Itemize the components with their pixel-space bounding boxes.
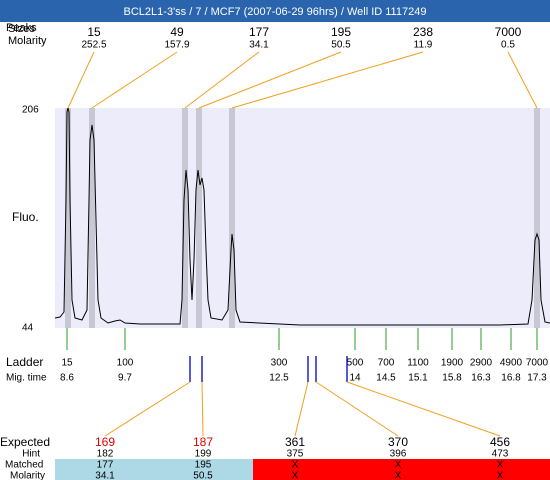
peak-size: 7000 <box>495 25 522 39</box>
hint-size: 375 <box>287 449 304 460</box>
peak-molarity: 50.5 <box>331 40 351 51</box>
expected-molarity-label: Molarity <box>10 471 45 480</box>
matched-size: X <box>292 460 299 471</box>
unmatched-band <box>253 459 550 480</box>
peak-size: 195 <box>331 25 351 39</box>
ladder-mig: 15.1 <box>408 373 428 384</box>
ladder-size: 500 <box>347 358 364 369</box>
hint-size: 473 <box>492 449 509 460</box>
matched-size: 177 <box>97 460 114 471</box>
peak-molarity: 157.9 <box>164 40 189 51</box>
matched-size: X <box>395 460 402 471</box>
ladder-size: 2900 <box>470 358 493 369</box>
peak-size: 49 <box>170 25 184 39</box>
expected-size: 456 <box>490 435 510 449</box>
peaks-label: Peaks <box>6 22 37 34</box>
ladder-size: 1900 <box>441 358 464 369</box>
peak-molarity: 11.9 <box>414 40 433 51</box>
matched-molarity: 34.1 <box>95 471 115 480</box>
peak-band <box>229 108 235 328</box>
ladder-size: 700 <box>378 358 395 369</box>
matched-size: X <box>497 460 504 471</box>
hint-size: 396 <box>390 449 407 460</box>
expected-connector <box>346 381 501 437</box>
peak-connector <box>67 51 95 109</box>
hint-size: 182 <box>97 449 114 460</box>
peak-connector <box>91 51 178 109</box>
hint-label: Hint <box>22 449 40 460</box>
sizes-label: Sizes <box>8 23 35 35</box>
matched-molarity: 50.5 <box>193 471 213 480</box>
peak-connector <box>231 51 424 109</box>
ladder-mig: 14.5 <box>376 373 396 384</box>
peak-band <box>89 108 95 328</box>
ladder-size: 7000 <box>526 358 549 369</box>
ladder-size: 15 <box>61 358 73 369</box>
expected-connector <box>201 381 204 437</box>
molarity-label: Molarity <box>8 35 47 47</box>
title: BCL2L1-3'ss / 7 / MCF7 (2007-06-29 96hrs… <box>124 6 427 18</box>
peak-band <box>65 108 71 328</box>
peak-size: 15 <box>87 25 101 39</box>
peak-band <box>182 108 188 328</box>
peak-connector <box>184 51 260 109</box>
trace <box>54 107 550 326</box>
ladder-mig: 9.7 <box>118 373 132 384</box>
peak-molarity: 0.5 <box>501 40 515 51</box>
matched-band <box>55 459 253 480</box>
peak-connector <box>198 51 342 109</box>
ladder-mig: 15.8 <box>442 373 462 384</box>
expected-connector <box>315 381 399 437</box>
ladder-size: 1100 <box>407 358 429 369</box>
expected-size: 370 <box>388 435 408 449</box>
matched-molarity: X <box>292 471 299 480</box>
y-axis-label: Fluo. <box>12 210 39 224</box>
matched-size: 195 <box>195 460 212 471</box>
matched-molarity: X <box>395 471 402 480</box>
plot-area <box>55 108 550 328</box>
mig-time-label: Mig. time <box>6 373 47 384</box>
expected-connector <box>294 381 309 437</box>
expected-connector <box>104 381 191 437</box>
ladder-size: 300 <box>271 358 288 369</box>
peak-size: 238 <box>413 25 433 39</box>
peak-band <box>534 108 540 328</box>
expected-size: 187 <box>193 435 213 449</box>
peak-band <box>196 108 202 328</box>
y-top-label: 206 <box>22 105 39 116</box>
ladder-label: Ladder <box>6 355 43 369</box>
expected-size: 169 <box>95 435 115 449</box>
peak-molarity: 34.1 <box>249 40 269 51</box>
peak-connector <box>507 51 538 109</box>
expected-size: 361 <box>285 435 305 449</box>
ladder-mig: 14 <box>349 373 361 384</box>
ladder-mig: 8.6 <box>60 373 74 384</box>
hint-size: 199 <box>195 449 212 460</box>
peak-size: 177 <box>249 25 269 39</box>
ladder-mig: 16.8 <box>501 373 521 384</box>
ladder-size: 100 <box>117 358 134 369</box>
ladder-mig: 16.3 <box>471 373 491 384</box>
ladder-mig: 17.3 <box>527 373 547 384</box>
title-bar <box>0 0 550 22</box>
ladder-mig: 12.5 <box>269 373 289 384</box>
y-bottom-label: 44 <box>22 323 34 334</box>
matched-molarity: X <box>497 471 504 480</box>
expected-label: Expected <box>0 435 50 449</box>
peak-molarity: 252.5 <box>81 40 106 51</box>
ladder-size: 4900 <box>500 358 523 369</box>
matched-label: Matched <box>5 460 43 471</box>
